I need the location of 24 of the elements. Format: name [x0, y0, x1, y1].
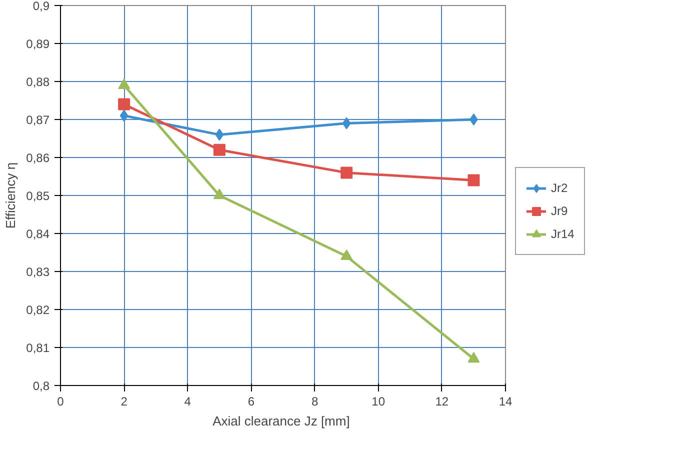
y-axis-title: Efficiency η	[3, 162, 18, 229]
y-tick-label: 0,84	[26, 227, 50, 241]
x-tick-label: 12	[435, 394, 449, 408]
y-tick-label: 0,87	[26, 113, 50, 127]
x-tick-label: 10	[372, 394, 386, 408]
y-tick-label: 0,88	[26, 75, 50, 89]
x-tick-label: 0	[57, 394, 64, 408]
x-axis-title: Axial clearance Jz [mm]	[212, 414, 350, 428]
y-tick-label: 0,9	[32, 0, 50, 13]
y-tick-label: 0,81	[26, 341, 50, 355]
y-tick-label: 0,86	[26, 151, 50, 165]
y-tick-label: 0,82	[26, 303, 50, 317]
x-tick-label: 8	[311, 394, 318, 408]
x-tick-label: 14	[498, 394, 512, 408]
y-tick-label: 0,83	[26, 265, 50, 279]
x-tick-label: 4	[184, 394, 192, 408]
legend-label: Jr2	[551, 181, 569, 195]
legend-label: Jr14	[551, 227, 574, 241]
y-tick-label: 0,85	[26, 189, 50, 203]
x-tick-label: 6	[248, 394, 255, 408]
x-tick-label: 2	[120, 394, 128, 408]
legend-label: Jr9	[551, 204, 569, 218]
y-tick-label: 0,89	[26, 37, 50, 51]
y-tick-label: 0,8	[32, 379, 50, 393]
